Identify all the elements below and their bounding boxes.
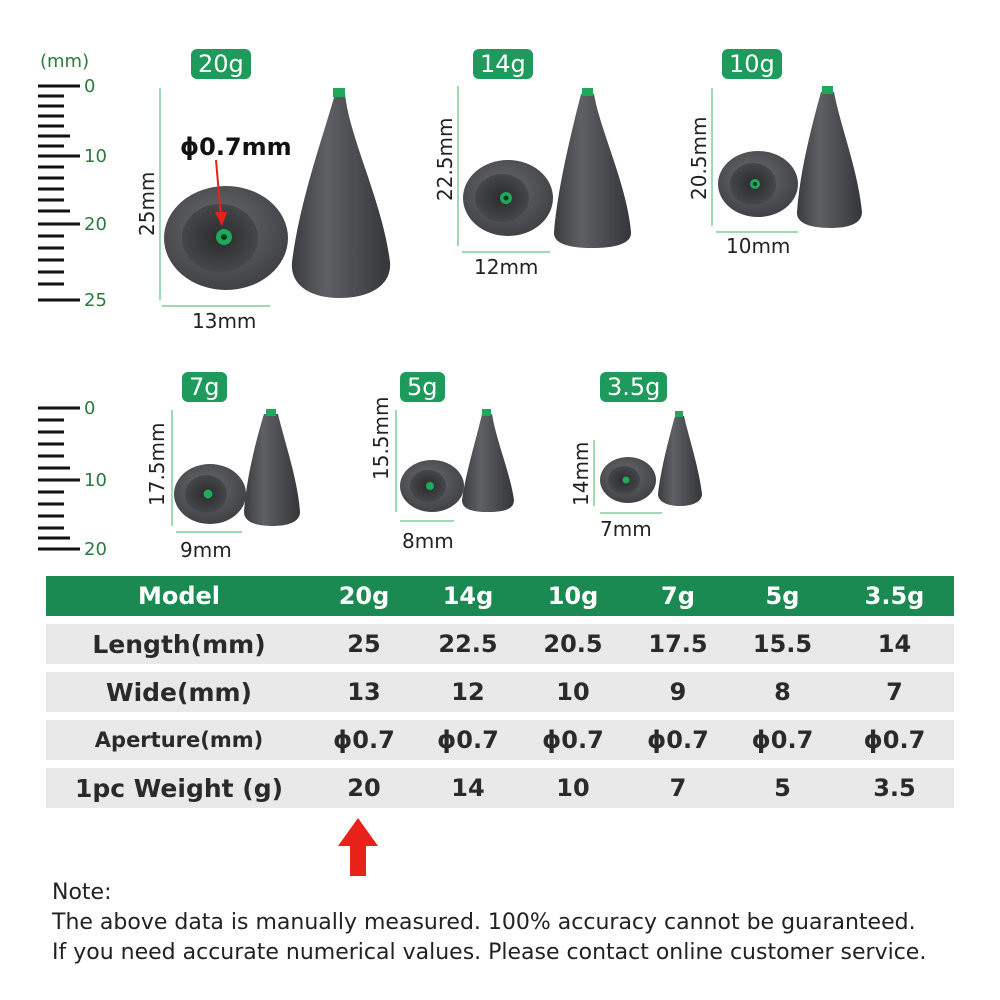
- sinker-7g-height-label: 17.5mm: [145, 423, 169, 507]
- sinker-10g-width-label: 10mm: [726, 234, 790, 258]
- table-cell: 20: [347, 774, 381, 802]
- ruler-top-tick-0: 0: [84, 76, 95, 97]
- sinker-10g-height-label: 20.5mm: [687, 117, 711, 201]
- sinker-20g-dimensions: [159, 88, 270, 307]
- row-label-length: Length(mm): [92, 629, 266, 659]
- row-label-weight: 1pc Weight (g): [74, 773, 284, 803]
- sinker-14g: [463, 88, 632, 248]
- ruler-bottom-tick-20: 20: [84, 539, 107, 560]
- table-cell: ϕ0.7: [863, 726, 926, 754]
- sinker-10g-dimensions: [711, 88, 798, 233]
- tag-5g: 5g: [400, 372, 445, 402]
- row-label-wide: Wide(mm): [106, 677, 252, 707]
- sinker-7g-width-label: 9mm: [180, 538, 232, 562]
- note-title: Note:: [52, 880, 112, 905]
- sinker-14g-width-label: 12mm: [474, 255, 538, 279]
- tag-3-5g: 3.5g: [600, 372, 668, 402]
- table-cell: ϕ0.7: [333, 726, 395, 754]
- table-cell: 7: [669, 774, 687, 802]
- note-line-1: The above data is manually measured. 100…: [52, 910, 916, 935]
- table-cell: 13: [347, 678, 381, 706]
- aperture-pointer: [215, 159, 222, 219]
- table-cell: 22.5: [438, 630, 498, 658]
- table-cell: ϕ0.7: [437, 726, 499, 754]
- tag-20g: 20g: [191, 49, 251, 79]
- disclaimer-note: Note: The above data is manually measure…: [52, 878, 926, 968]
- table-cell: 14: [877, 630, 912, 658]
- sinker-7g-dimensions: [171, 410, 242, 533]
- table-cell: 20.5: [543, 630, 603, 658]
- sinker-3-5g-height-label: 14mm: [569, 442, 593, 506]
- table-cell: 14: [451, 774, 485, 802]
- table-cell: 15.5: [752, 630, 813, 658]
- table-cell: 17.5: [648, 630, 708, 658]
- table-header-cell: 7g: [661, 582, 695, 610]
- ruler-top: [38, 84, 80, 302]
- table-row: Wide(mm) 13 12 10 9 8 7: [46, 672, 954, 712]
- ruler-bottom-tick-0: 0: [84, 398, 95, 419]
- sinker-3-5g-width-label: 7mm: [600, 517, 652, 541]
- sinker-10g: [718, 86, 862, 228]
- sinker-14g-height-label: 22.5mm: [433, 118, 457, 202]
- sinker-5g-dimensions: [395, 410, 454, 522]
- table-header-cell: 20g: [338, 582, 390, 610]
- sinker-5g-width-label: 8mm: [402, 529, 454, 553]
- table-cell: 9: [669, 678, 687, 706]
- tag-10g: 10g: [722, 49, 782, 79]
- table-cell: 5: [774, 774, 791, 802]
- table-cell: 8: [774, 678, 791, 706]
- table-cell: 10: [556, 774, 590, 802]
- aperture-arrowhead: [215, 212, 227, 226]
- table-cell: ϕ0.7: [647, 726, 709, 754]
- table-header-cell: Model: [137, 582, 221, 610]
- tag-14g: 14g: [473, 49, 533, 79]
- ruler-top-tick-20: 20: [84, 214, 107, 235]
- table-cell: 7: [886, 678, 903, 706]
- table-row: Length(mm) 25 22.5 20.5 17.5 15.5 14: [46, 624, 954, 664]
- table-header-cell: 10g: [547, 582, 599, 610]
- table-header-row: Model 20g 14g 10g 7g 5g 3.5g: [46, 576, 954, 616]
- table-cell: 25: [347, 630, 381, 658]
- table-header-cell: 14g: [442, 582, 494, 610]
- sinker-14g-dimensions: [457, 86, 550, 253]
- ruler-top-tick-10: 10: [84, 146, 107, 167]
- table-cell: ϕ0.7: [751, 726, 814, 754]
- table-cell: 3.5: [873, 774, 916, 802]
- ruler-bottom-tick-10: 10: [84, 470, 107, 491]
- sinker-5g-height-label: 15.5mm: [369, 397, 393, 481]
- table-cell: 10: [556, 678, 590, 706]
- highlight-arrow-icon: [338, 818, 378, 876]
- ruler-bottom: [38, 406, 80, 551]
- unit-label: (mm): [40, 51, 89, 72]
- sinker-5g: [400, 409, 514, 512]
- table-header-cell: 5g: [765, 582, 800, 610]
- table-cell: ϕ0.7: [542, 726, 604, 754]
- table-row: 1pc Weight (g) 20 14 10 7 5 3.5: [46, 768, 954, 808]
- tag-7g: 7g: [182, 372, 227, 402]
- spec-table: Model 20g 14g 10g 7g 5g 3.5g Length(mm) …: [46, 576, 954, 808]
- table-header-cell: 3.5g: [864, 582, 925, 610]
- sinker-3-5g-dimensions: [593, 440, 662, 514]
- table-row: Aperture(mm) ϕ0.7 ϕ0.7 ϕ0.7 ϕ0.7 ϕ0.7 ϕ0…: [46, 720, 954, 760]
- sinker-20g-height-label: 25mm: [135, 172, 159, 236]
- row-label-aperture: Aperture(mm): [94, 728, 264, 752]
- sinker-20g: [164, 88, 391, 298]
- sinker-7g: [174, 409, 300, 526]
- table-cell: 12: [451, 678, 485, 706]
- sinker-20g-aperture-label: ϕ0.7mm: [180, 133, 292, 161]
- sinker-20g-width-label: 13mm: [192, 309, 256, 333]
- note-line-2: If you need accurate numerical values. P…: [52, 940, 927, 965]
- ruler-top-tick-25: 25: [84, 290, 107, 311]
- sinker-3-5g: [600, 411, 702, 506]
